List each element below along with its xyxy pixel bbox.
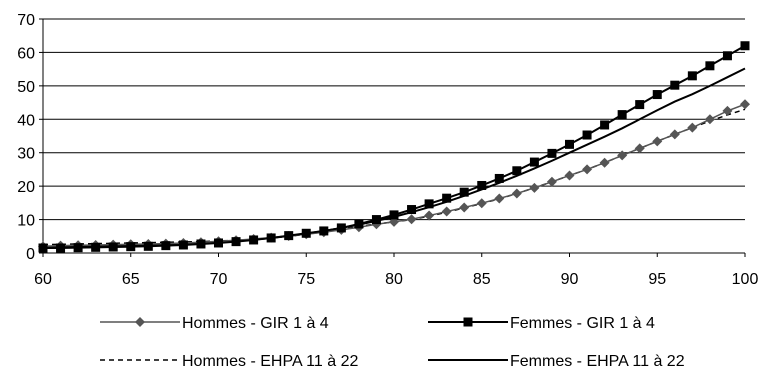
series-lines — [38, 41, 750, 253]
data-point-square — [407, 205, 417, 215]
data-point-square — [600, 120, 610, 130]
x-tick-label: 70 — [210, 271, 228, 288]
data-point-square — [477, 180, 487, 190]
y-tick-label: 70 — [17, 12, 35, 29]
data-point-diamond — [389, 216, 399, 227]
data-point-diamond — [135, 317, 145, 327]
x-tick-label: 85 — [473, 271, 491, 288]
data-point-square — [389, 210, 399, 220]
data-point-diamond — [722, 105, 733, 116]
x-tick-label: 90 — [561, 271, 579, 288]
data-point-diamond — [406, 214, 417, 225]
data-point-square — [494, 173, 504, 183]
data-point-square — [161, 241, 171, 251]
x-tick-label: 75 — [297, 271, 315, 288]
data-point-diamond — [424, 210, 435, 221]
data-point-square — [582, 130, 592, 140]
data-point-square — [301, 228, 311, 238]
legend-item: Hommes - EHPA 11 à 22 — [100, 353, 358, 370]
data-point-diamond — [494, 193, 505, 204]
data-point-diamond — [546, 176, 557, 187]
data-point-square — [459, 187, 469, 197]
gridlines — [43, 18, 745, 221]
data-point-square — [178, 240, 188, 250]
data-point-square — [687, 71, 697, 81]
data-point-square — [56, 243, 66, 253]
data-point-diamond — [476, 198, 487, 209]
data-point-square — [143, 241, 153, 251]
data-point-square — [740, 41, 750, 51]
legend-label: Femmes - EHPA 11 à 22 — [510, 353, 685, 370]
x-tick-label: 95 — [648, 271, 666, 288]
legend-label: Hommes - EHPA 11 à 22 — [182, 353, 358, 370]
x-tick-label: 65 — [122, 271, 140, 288]
data-point-square — [635, 100, 645, 110]
y-tick-label: 60 — [17, 45, 35, 62]
data-point-square — [722, 51, 732, 61]
data-point-diamond — [652, 136, 663, 147]
x-tick-label: 60 — [34, 271, 52, 288]
legend: Hommes - GIR 1 à 4 Femmes - GIR 1 à 4 Homm… — [100, 315, 685, 370]
legend-label: Hommes - GIR 1 à 4 — [182, 315, 329, 332]
data-point-square — [91, 242, 101, 252]
data-point-square — [442, 193, 452, 203]
data-point-square — [38, 243, 48, 253]
data-point-diamond — [617, 150, 628, 161]
data-point-square — [354, 219, 364, 229]
legend-item: Femmes - GIR 1 à 4 — [428, 315, 655, 332]
data-point-square — [284, 231, 294, 241]
x-tick-label: 100 — [732, 271, 759, 288]
axes: 0 10 20 30 40 50 60 70 60 65 70 75 80 85 90 95 100 — [17, 12, 758, 288]
y-tick-label: 0 — [26, 246, 35, 263]
data-point-diamond — [740, 99, 750, 110]
x-tick-label: 80 — [385, 271, 403, 288]
data-point-square — [424, 199, 434, 209]
data-point-square — [108, 242, 118, 252]
legend-label: Femmes - GIR 1 à 4 — [510, 315, 655, 332]
data-point-square — [529, 157, 539, 167]
data-point-square — [617, 110, 627, 120]
data-point-diamond — [529, 182, 540, 193]
data-point-diamond — [634, 143, 645, 154]
data-point-square — [126, 242, 136, 252]
data-point-diamond — [582, 164, 593, 175]
data-point-diamond — [704, 114, 715, 125]
data-point-diamond — [459, 202, 470, 213]
data-point-diamond — [687, 122, 698, 133]
data-point-square — [652, 90, 662, 100]
data-point-square — [266, 233, 276, 243]
data-point-square — [249, 235, 259, 245]
legend-item: Hommes - GIR 1 à 4 — [100, 315, 329, 332]
data-point-square — [705, 61, 715, 71]
y-tick-label: 30 — [17, 146, 35, 163]
data-point-square — [670, 80, 680, 90]
y-tick-label: 20 — [17, 179, 35, 196]
data-point-diamond — [441, 206, 452, 217]
data-point-square — [319, 226, 329, 236]
data-point-square — [565, 139, 574, 149]
data-point-square — [73, 243, 83, 253]
y-tick-label: 10 — [17, 213, 35, 230]
data-point-square — [196, 239, 206, 249]
data-point-square — [547, 148, 557, 158]
data-point-diamond — [511, 188, 522, 199]
series-1 — [38, 41, 750, 253]
data-point-diamond — [599, 157, 610, 168]
data-point-diamond — [564, 170, 575, 181]
data-point-square — [214, 238, 223, 248]
y-tick-label: 50 — [17, 79, 35, 96]
data-point-square — [463, 317, 473, 327]
data-point-square — [371, 215, 381, 225]
data-point-diamond — [669, 129, 680, 140]
data-point-square — [336, 223, 346, 233]
y-tick-label: 40 — [17, 112, 35, 129]
data-point-square — [231, 237, 241, 247]
data-point-square — [512, 166, 522, 176]
series-0 — [38, 99, 750, 252]
legend-item: Femmes - EHPA 11 à 22 — [428, 353, 685, 370]
